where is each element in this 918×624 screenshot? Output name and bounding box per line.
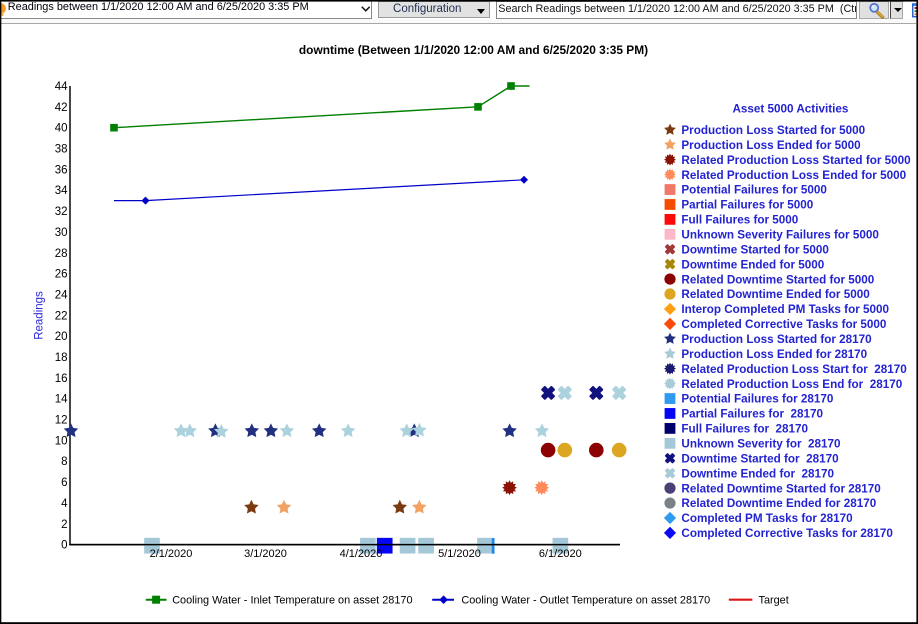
svg-text:Potential Failures for 5000: Potential Failures for 5000 (681, 183, 827, 196)
svg-text:Production Loss Ended for 5000: Production Loss Ended for 5000 (681, 138, 861, 151)
svg-text:32: 32 (54, 206, 67, 218)
svg-text:10: 10 (54, 435, 67, 447)
svg-text:Interop Completed PM Tasks for: Interop Completed PM Tasks for 5000 (681, 303, 889, 316)
svg-text:6/1/2020: 6/1/2020 (538, 548, 581, 560)
svg-text:24: 24 (54, 289, 67, 301)
svg-text:40: 40 (54, 122, 67, 134)
svg-text:Cooling Water - Outlet Tempera: Cooling Water - Outlet Temperature on as… (461, 594, 710, 606)
svg-text:28: 28 (54, 247, 67, 259)
svg-text:Related Downtime Started for 2: Related Downtime Started for 28170 (681, 482, 881, 495)
svg-text:22: 22 (54, 310, 67, 322)
svg-text:30: 30 (54, 226, 67, 238)
svg-text:Potential Failures for 28170: Potential Failures for 28170 (681, 392, 833, 405)
svg-text:4: 4 (61, 497, 68, 509)
svg-text:Cooling Water - Inlet Temperat: Cooling Water - Inlet Temperature on ass… (172, 594, 412, 606)
svg-text:42: 42 (54, 101, 67, 113)
svg-text:Related Production Loss Ended: Related Production Loss Ended for 5000 (681, 168, 906, 181)
svg-text:38: 38 (54, 143, 67, 155)
svg-text:Downtime Ended for 28170: Downtime Ended for 28170 (681, 467, 834, 480)
svg-text:Related Downtime Started for 5: Related Downtime Started for 5000 (681, 273, 874, 286)
svg-text:Downtime Ended for 5000: Downtime Ended for 5000 (681, 258, 824, 271)
svg-text:18: 18 (54, 352, 67, 364)
svg-text:3/1/2020: 3/1/2020 (244, 548, 287, 560)
svg-text:8: 8 (61, 456, 67, 468)
svg-text:Related Production Loss End fo: Related Production Loss End for 28170 (681, 377, 902, 390)
svg-text:6: 6 (61, 477, 67, 489)
svg-text:34: 34 (54, 185, 67, 197)
svg-text:Downtime Started for 28170: Downtime Started for 28170 (681, 452, 839, 465)
svg-text:Production Loss Ended for 2817: Production Loss Ended for 28170 (681, 347, 867, 360)
svg-text:26: 26 (54, 268, 67, 280)
svg-text:Readings: Readings (33, 290, 45, 339)
svg-text:14: 14 (54, 393, 67, 405)
svg-text:Target: Target (758, 594, 788, 606)
svg-text:Completed Corrective Tasks for: Completed Corrective Tasks for 5000 (681, 318, 887, 331)
svg-text:16: 16 (54, 372, 67, 384)
svg-text:Production Loss Started for 50: Production Loss Started for 5000 (681, 124, 865, 137)
svg-text:44: 44 (54, 81, 67, 93)
svg-text:2: 2 (61, 518, 67, 530)
svg-text:Unknown Severity for 28170: Unknown Severity for 28170 (681, 437, 841, 450)
svg-text:Downtime Started for 5000: Downtime Started for 5000 (681, 243, 829, 256)
svg-text:12: 12 (54, 414, 67, 426)
svg-text:5/1/2020: 5/1/2020 (438, 548, 481, 560)
svg-text:2/1/2020: 2/1/2020 (149, 548, 192, 560)
svg-text:Partial Failures for 28170: Partial Failures for 28170 (681, 407, 823, 420)
svg-text:20: 20 (54, 331, 67, 343)
svg-text:Unknown Severity Failures for: Unknown Severity Failures for 5000 (681, 228, 879, 241)
svg-text:Completed Corrective Tasks for: Completed Corrective Tasks for 28170 (681, 527, 893, 540)
svg-text:4/1/2020: 4/1/2020 (339, 548, 382, 560)
svg-text:Related Downtime Ended for 281: Related Downtime Ended for 28170 (681, 497, 876, 510)
svg-text:Completed PM Tasks for 28170: Completed PM Tasks for 28170 (681, 512, 853, 525)
svg-text:Production Loss Started for 28: Production Loss Started for 28170 (681, 333, 872, 346)
svg-text:Full Failures for 28170: Full Failures for 28170 (681, 422, 808, 435)
svg-text:Partial Failures for 5000: Partial Failures for 5000 (681, 198, 813, 211)
svg-text:36: 36 (54, 164, 67, 176)
svg-text:Related Production Loss Start: Related Production Loss Start for 28170 (681, 362, 907, 375)
svg-text:Related Downtime Ended for 500: Related Downtime Ended for 5000 (681, 288, 870, 301)
svg-text:Full Failures for 5000: Full Failures for 5000 (681, 213, 798, 226)
svg-text:Related Production Loss Starte: Related Production Loss Started for 5000 (681, 153, 911, 166)
svg-text:0: 0 (61, 539, 67, 551)
svg-text:Asset 5000 Activities: Asset 5000 Activities (732, 102, 848, 115)
